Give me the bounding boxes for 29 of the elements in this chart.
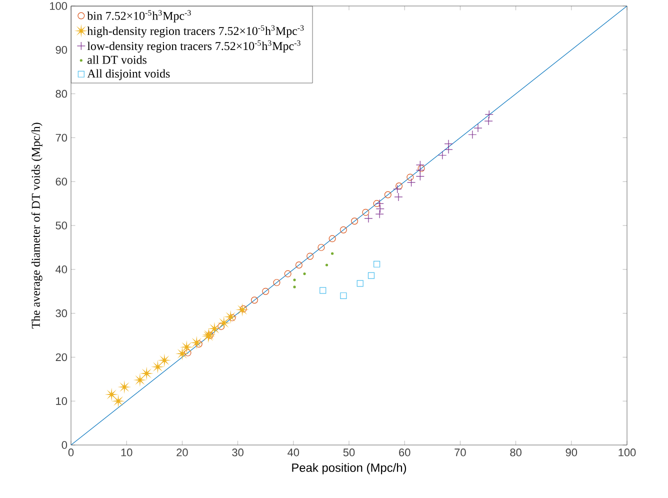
y-tick-label: 40 — [56, 266, 68, 274]
y-tick-label: 10 — [56, 397, 68, 405]
y-axis-title: The average diameter of DT voids (Mpc/h) — [31, 122, 42, 329]
x-tick-label: 40 — [288, 448, 300, 456]
y-tick-label: 20 — [56, 353, 68, 362]
y-tick-label: 80 — [56, 90, 68, 98]
y-tick-label: 60 — [56, 178, 68, 186]
y-tick-label: 30 — [56, 309, 68, 318]
x-tick-label: 10 — [121, 448, 132, 456]
x-tick-label: 30 — [232, 448, 244, 456]
x-tick-label: 50 — [343, 448, 355, 456]
x-tick-label: 80 — [510, 448, 522, 456]
y-tick-label: 50 — [56, 222, 68, 230]
y-tick-label: 70 — [56, 134, 68, 142]
x-tick-label: 90 — [566, 448, 578, 456]
y-tick-label: 100 — [50, 2, 68, 10]
legend-label: All disjoint voids — [87, 69, 170, 80]
x-tick-label: 70 — [454, 448, 466, 456]
legend-label: all DT voids — [88, 55, 146, 64]
x-tick-label: 20 — [176, 448, 188, 456]
legend-label: high-density region tracers 7.52×10$^{-5}$h$^{3}$Mpc$^{-3}$ — [87, 25, 304, 38]
x-tick-label: 100 — [618, 448, 636, 456]
y-tick-label: 90 — [56, 46, 68, 54]
legend-label: low-density region tracers 7.52×10$^{-5}$h$^{3}$Mpc$^{-3}$ — [87, 40, 300, 53]
y-tick-label: 0 — [62, 441, 68, 449]
x-tick-label: 60 — [399, 448, 410, 456]
legend-label: bin 7.52×10$^{-5}$h$^{3}$Mpc$^{-3}$ — [87, 10, 191, 22]
x-axis-title: Peak position (Mpc/h) — [292, 463, 406, 474]
x-tick-label: 0 — [68, 448, 74, 456]
